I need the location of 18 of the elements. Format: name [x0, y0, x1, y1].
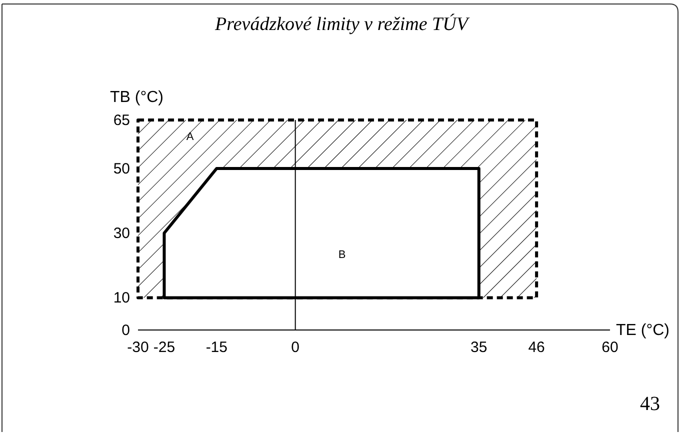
annotation: A: [186, 131, 194, 143]
x-tick-label: -30: [127, 339, 149, 356]
x-tick-label: -15: [206, 339, 228, 356]
annotation: B: [338, 249, 346, 261]
y-tick-label: 0: [122, 322, 130, 339]
x-tick-label: 0: [291, 339, 300, 356]
y-tick-label: 10: [113, 290, 130, 307]
x-tick-label: 35: [470, 339, 488, 356]
y-tick-label: 50: [113, 160, 130, 178]
text: 43: [640, 393, 660, 415]
x-axis-title: TE (°C): [616, 322, 670, 339]
y-axis-title: TB (°C): [110, 89, 164, 106]
chart-title: Prevádzkové limity v režime TÚV: [214, 13, 470, 35]
x-tick-label: 46: [528, 339, 545, 356]
x-tick-label: 60: [602, 339, 618, 356]
y-tick-label: 65: [113, 112, 130, 129]
y-tick-label: 30: [113, 225, 130, 242]
x-tick-label: -25: [153, 339, 176, 356]
